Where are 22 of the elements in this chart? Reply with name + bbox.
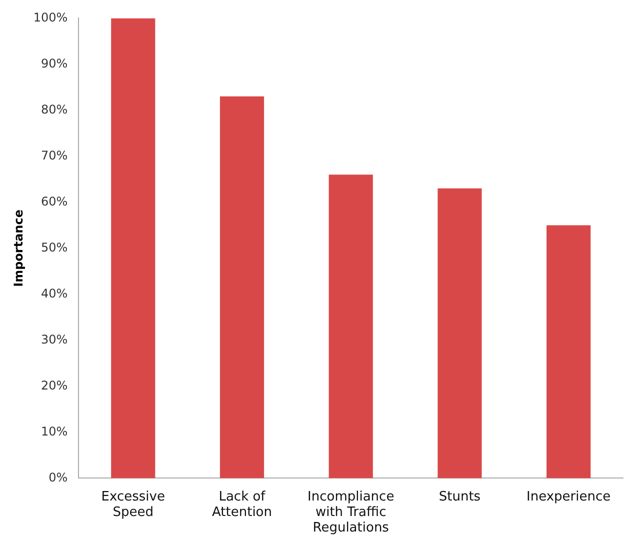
- y-tick-label: 100%: [33, 10, 68, 24]
- x-tick-label: Incompliance with Traffic Regulations: [308, 489, 394, 536]
- y-tick-label: 10%: [41, 424, 68, 438]
- y-tick-label: 30%: [41, 332, 68, 346]
- x-tick-label: Stunts: [438, 489, 481, 504]
- y-tick-label: 80%: [41, 102, 68, 116]
- y-tick-label: 20%: [41, 378, 68, 392]
- y-tick-label: 50%: [41, 240, 68, 254]
- y-tick-label: 70%: [41, 148, 68, 162]
- y-tick-label: 60%: [41, 194, 68, 208]
- bar: [438, 188, 482, 478]
- y-axis-title: Importance: [11, 210, 26, 287]
- x-tick-label: Inexperience: [526, 489, 611, 504]
- bar: [328, 174, 373, 478]
- bar: [220, 96, 264, 478]
- bar: [546, 225, 591, 478]
- x-tick-label: Excessive Speed: [101, 489, 165, 520]
- y-tick-label: 40%: [41, 286, 68, 300]
- bar: [111, 18, 156, 478]
- y-tick-label: 0%: [48, 470, 68, 484]
- x-tick-label: Lack of Attention: [212, 489, 272, 520]
- y-tick-label: 90%: [41, 56, 68, 70]
